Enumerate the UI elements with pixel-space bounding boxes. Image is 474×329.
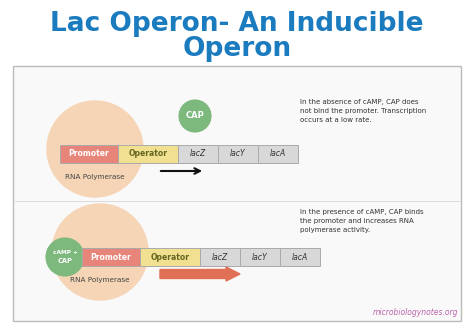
Text: CAP: CAP xyxy=(57,258,73,264)
Circle shape xyxy=(179,100,211,132)
Bar xyxy=(258,145,298,163)
Bar xyxy=(13,66,461,321)
Text: lacY: lacY xyxy=(252,252,268,262)
Bar xyxy=(82,248,140,266)
Bar xyxy=(118,145,178,163)
Bar xyxy=(140,248,200,266)
Bar xyxy=(218,145,258,163)
Text: Operon: Operon xyxy=(182,36,292,62)
Text: Operator: Operator xyxy=(151,252,190,262)
Text: CAP: CAP xyxy=(186,112,204,120)
Text: RNA Polymerase: RNA Polymerase xyxy=(70,277,130,283)
Text: lacA: lacA xyxy=(292,252,308,262)
Text: lacZ: lacZ xyxy=(212,252,228,262)
Text: Promoter: Promoter xyxy=(91,252,131,262)
Text: Lac Operon- An Inducible: Lac Operon- An Inducible xyxy=(50,11,424,37)
Text: In the absence of cAMP, CAP does
not bind the promoter. Transcription
occurs at : In the absence of cAMP, CAP does not bin… xyxy=(300,99,426,123)
Text: microbiologynotes.org: microbiologynotes.org xyxy=(373,308,458,317)
Bar xyxy=(240,248,280,266)
Text: lacZ: lacZ xyxy=(190,149,206,159)
Text: Promoter: Promoter xyxy=(69,149,109,159)
Circle shape xyxy=(46,238,84,276)
Text: lacA: lacA xyxy=(270,149,286,159)
FancyArrow shape xyxy=(160,267,240,281)
Bar xyxy=(178,145,218,163)
Circle shape xyxy=(47,101,143,197)
Text: Operator: Operator xyxy=(128,149,167,159)
Bar xyxy=(60,145,118,163)
Text: In the presence of cAMP, CAP binds
the promoter and increases RNA
polymerase act: In the presence of cAMP, CAP binds the p… xyxy=(300,209,424,233)
Text: lacY: lacY xyxy=(230,149,246,159)
Circle shape xyxy=(52,204,148,300)
Bar xyxy=(280,248,320,266)
Text: cAMP +: cAMP + xyxy=(53,250,77,256)
Text: RNA Polymerase: RNA Polymerase xyxy=(65,174,125,180)
Bar xyxy=(200,248,240,266)
